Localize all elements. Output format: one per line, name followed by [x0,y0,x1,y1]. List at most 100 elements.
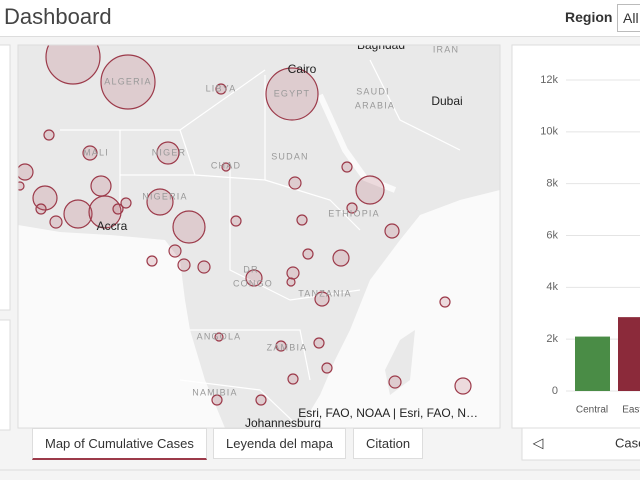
case-marker[interactable] [287,373,299,385]
case-marker[interactable] [388,375,402,389]
y-tick-label: 8k [546,178,558,190]
case-marker[interactable] [341,161,353,173]
case-marker[interactable] [146,188,174,216]
city-label: Cairo [288,62,317,76]
map[interactable]: ALGERIA LIBYA EGYPT SAUDI ARABIA IRAN MALI NIGE… [16,30,500,430]
country-label: LIBYA [206,83,237,93]
case-marker[interactable] [90,175,112,197]
case-marker[interactable] [82,145,98,161]
case-marker[interactable] [296,214,308,226]
case-marker[interactable] [332,249,350,267]
case-marker[interactable] [346,202,358,214]
case-marker[interactable] [177,258,191,272]
city-label: Johannesburg [245,416,321,430]
case-marker[interactable] [454,377,472,395]
ocean [18,225,225,428]
case-marker[interactable] [255,394,267,406]
attribution: Esri, FAO, NOAA | Esri, FAO, N… [298,406,478,420]
country-label: DR [243,264,258,274]
case-marker[interactable] [384,223,400,239]
case-marker[interactable] [439,296,451,308]
city-label: Baghdad [357,38,405,52]
city-label: Accra [97,219,128,233]
case-marker[interactable] [230,215,242,227]
country-label: CONGO [233,278,273,288]
case-marker[interactable] [43,129,55,141]
x-tick-label: Easte [622,405,640,416]
case-marker[interactable] [211,394,223,406]
case-marker[interactable] [286,266,300,280]
y-tick-label: 0 [552,385,558,397]
case-marker[interactable] [16,181,25,191]
case-marker[interactable] [112,203,124,215]
side-panel [0,319,11,431]
country-label: NIGERIA [142,191,187,201]
city-label: Dubai [431,94,462,108]
case-marker[interactable] [245,269,263,287]
region-dropdown[interactable]: All [617,4,640,32]
header [0,0,640,37]
country-label: ZAMBIA [267,342,308,352]
case-marker[interactable] [49,215,63,229]
country-label: NAMIBIA [192,387,237,397]
sea [317,93,397,193]
case-marker[interactable] [197,260,211,274]
country-label: TANZANIA [298,288,351,298]
case-marker[interactable] [214,332,224,342]
case-marker[interactable] [88,195,122,229]
country-label: CHAD [211,160,241,170]
case-marker[interactable] [221,162,231,172]
case-marker[interactable] [35,203,47,215]
case-marker[interactable] [355,175,385,205]
y-tick-label: 4k [546,281,558,293]
case-marker[interactable] [45,30,101,85]
case-marker[interactable] [168,244,182,258]
bar [575,336,610,391]
case-marker[interactable] [100,54,156,110]
case-marker[interactable] [265,67,319,121]
case-marker[interactable] [275,340,287,352]
case-marker[interactable] [156,141,180,165]
country-label: ANGOLA [197,331,242,341]
country-label: ALGERIA [104,76,151,86]
region-label: Region [565,9,613,25]
country-label: EGYPT [274,88,311,98]
page-title: Dashboard [4,4,112,29]
country-label: SUDAN [271,151,309,161]
y-tick-label: 12k [540,74,558,86]
country-label: IRAN [433,44,459,54]
case-marker[interactable] [286,277,296,287]
country-label: SAUDI [356,86,390,96]
island [385,330,415,395]
tab[interactable]: Leyenda del mapa [213,428,346,459]
side-panel [0,44,11,311]
case-marker[interactable] [120,197,132,209]
case-marker[interactable] [302,248,314,260]
country-label: MALI [83,147,109,157]
ocean [300,190,500,428]
y-tick-label: 10k [540,126,558,138]
y-tick-label: 6k [546,229,558,241]
case-marker[interactable] [314,291,330,307]
x-tick-label: Central [576,405,608,416]
prev-button[interactable]: ◁ [533,435,544,451]
case-marker[interactable] [17,163,34,181]
case-marker[interactable] [321,362,333,374]
chart-nav [521,427,640,461]
tab[interactable]: Citation [353,428,424,459]
case-marker[interactable] [288,176,302,190]
country-label: ETHIOPIA [328,208,380,218]
bar [618,317,640,391]
case-marker[interactable] [172,210,206,244]
chart-footer-label: Case [615,435,640,450]
case-marker[interactable] [63,199,93,229]
case-marker[interactable] [215,83,227,95]
tab[interactable]: Map of Cumulative Cases [32,428,207,460]
case-marker[interactable] [313,337,325,349]
y-tick-label: 2k [546,333,558,345]
country-label: NIGER [152,147,187,157]
country-label: ARABIA [355,100,395,110]
case-marker[interactable] [146,255,158,267]
